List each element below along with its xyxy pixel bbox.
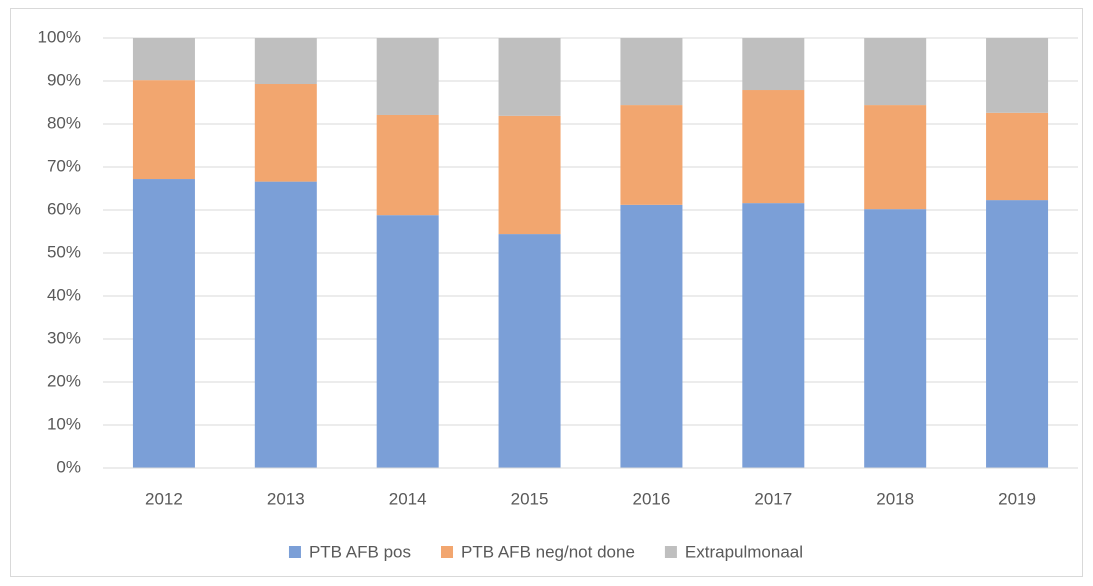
bar-segment <box>498 38 561 116</box>
y-tick-label: 70% <box>47 156 81 175</box>
x-tick-label: 2015 <box>511 489 549 508</box>
legend-label: Extrapulmonaal <box>685 542 803 561</box>
bar-segment <box>986 200 1049 469</box>
bar-segment <box>864 105 927 210</box>
x-tick-label: 2013 <box>267 489 305 508</box>
bar-segment <box>864 209 927 468</box>
y-tick-label: 10% <box>47 414 81 433</box>
bar-segment <box>254 84 317 182</box>
legend-swatch <box>288 546 301 558</box>
x-tick-label: 2017 <box>754 489 792 508</box>
legend-swatch <box>441 546 454 558</box>
bar-segment <box>620 204 683 468</box>
x-tick-label: 2016 <box>633 489 671 508</box>
y-tick-label: 40% <box>47 285 81 304</box>
bar-segment <box>376 215 439 468</box>
bar-segment <box>742 90 805 204</box>
bar-segment <box>132 38 195 81</box>
bar-segment <box>132 179 195 469</box>
x-tick-label: 2012 <box>145 489 183 508</box>
bar-segment <box>742 203 805 468</box>
bar-segment <box>498 234 561 468</box>
bar-segment <box>620 105 683 205</box>
y-tick-label: 100% <box>38 27 81 46</box>
bar-segment <box>986 38 1049 113</box>
x-tick-label: 2019 <box>998 489 1036 508</box>
y-tick-label: 80% <box>47 113 81 132</box>
bar-segment <box>986 112 1049 201</box>
legend-label: PTB AFB pos <box>309 542 411 561</box>
x-tick-label: 2018 <box>876 489 914 508</box>
bar-segment <box>864 38 927 106</box>
legend-swatch <box>664 546 677 558</box>
bar-segment <box>376 38 439 115</box>
bar-segment <box>254 181 317 468</box>
bar-segment <box>376 114 439 216</box>
bar-segment <box>132 80 195 180</box>
x-tick-label: 2014 <box>389 489 427 508</box>
bar-segment <box>498 115 561 235</box>
y-tick-label: 20% <box>47 371 81 390</box>
y-tick-label: 90% <box>47 70 81 89</box>
bar-segment <box>254 38 317 85</box>
y-tick-label: 0% <box>56 457 81 476</box>
y-tick-label: 30% <box>47 328 81 347</box>
y-tick-label: 50% <box>47 242 81 261</box>
y-tick-label: 60% <box>47 199 81 218</box>
bar-segment <box>742 38 805 91</box>
legend-label: PTB AFB neg/not done <box>461 542 635 561</box>
bar-segment <box>620 38 683 106</box>
